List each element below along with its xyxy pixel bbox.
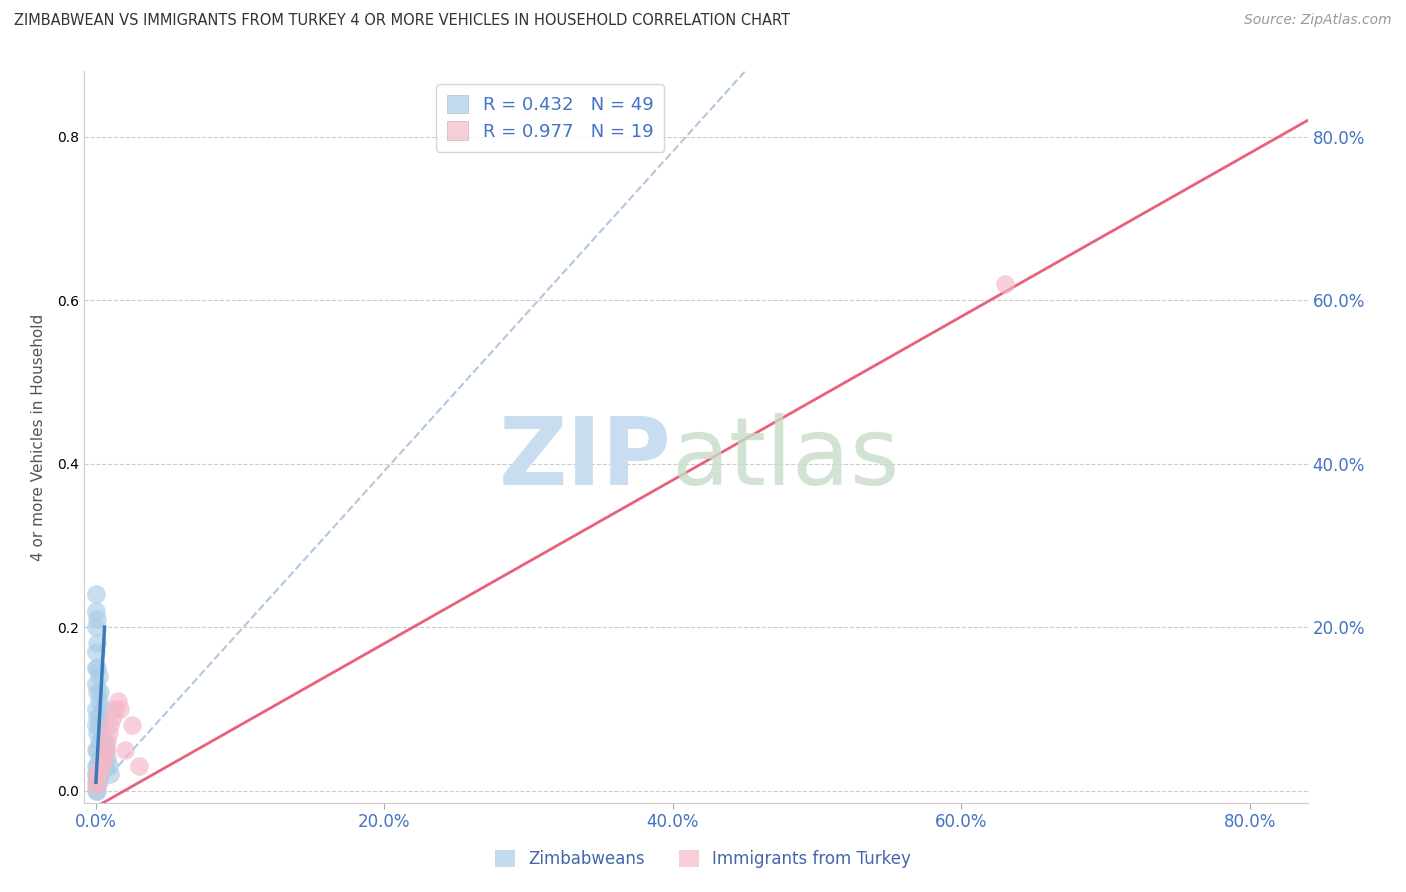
Point: [97, 726, 120, 740]
Point: [86, 775, 108, 789]
Point: [86, 710, 108, 724]
Point: [91, 726, 114, 740]
Point: [94, 742, 117, 756]
Legend: Zimbabweans, Immigrants from Turkey: Zimbabweans, Immigrants from Turkey: [488, 843, 918, 875]
Point: [103, 710, 125, 724]
Point: [86, 636, 108, 650]
Point: [121, 718, 143, 732]
Point: [87, 775, 110, 789]
Text: atlas: atlas: [672, 413, 900, 505]
Point: [84, 604, 107, 618]
Point: [93, 734, 115, 748]
Point: [93, 751, 115, 765]
Point: [86, 783, 108, 797]
Point: [90, 759, 112, 773]
Point: [97, 759, 120, 773]
Point: [89, 759, 111, 773]
Point: [87, 767, 110, 781]
Point: [86, 612, 108, 626]
Point: [87, 669, 110, 683]
Point: [91, 755, 114, 769]
Point: [110, 702, 132, 716]
Point: [90, 702, 112, 716]
Point: [86, 726, 108, 740]
Point: [96, 751, 118, 765]
Point: [86, 775, 108, 789]
Point: [84, 767, 107, 781]
Point: [89, 734, 111, 748]
Point: [86, 767, 108, 781]
Point: [86, 685, 108, 699]
Point: [84, 645, 107, 659]
Point: [91, 751, 114, 765]
Point: [128, 759, 150, 773]
Point: [86, 775, 108, 789]
Y-axis label: 4 or more Vehicles in Household: 4 or more Vehicles in Household: [31, 313, 46, 561]
Point: [87, 693, 110, 707]
Point: [96, 734, 118, 748]
Point: [114, 742, 136, 756]
Text: Source: ZipAtlas.com: Source: ZipAtlas.com: [1244, 13, 1392, 28]
Point: [93, 759, 115, 773]
Point: [87, 718, 110, 732]
Point: [84, 661, 107, 675]
Point: [84, 783, 107, 797]
Point: [89, 767, 111, 781]
Point: [104, 702, 127, 716]
Point: [94, 742, 117, 756]
Point: [86, 661, 108, 675]
Point: [87, 734, 110, 748]
Point: [89, 710, 111, 724]
Point: [89, 763, 111, 777]
Point: [84, 742, 107, 756]
Point: [98, 718, 121, 732]
Point: [994, 277, 1017, 291]
Point: [90, 734, 112, 748]
Text: ZIMBABWEAN VS IMMIGRANTS FROM TURKEY 4 OR MORE VEHICLES IN HOUSEHOLD CORRELATION: ZIMBABWEAN VS IMMIGRANTS FROM TURKEY 4 O…: [14, 13, 790, 29]
Point: [86, 759, 108, 773]
Point: [84, 780, 107, 794]
Point: [84, 718, 107, 732]
Point: [84, 620, 107, 634]
Point: [86, 742, 108, 756]
Point: [84, 759, 107, 773]
Point: [84, 775, 107, 789]
Point: [89, 685, 111, 699]
Point: [98, 767, 121, 781]
Point: [107, 693, 129, 707]
Point: [84, 767, 107, 781]
Point: [87, 767, 110, 781]
Point: [84, 677, 107, 691]
Point: [84, 702, 107, 716]
Point: [84, 587, 107, 601]
Text: ZIP: ZIP: [499, 413, 672, 505]
Legend: R = 0.432   N = 49, R = 0.977   N = 19: R = 0.432 N = 49, R = 0.977 N = 19: [436, 84, 665, 152]
Point: [87, 767, 110, 781]
Point: [87, 751, 110, 765]
